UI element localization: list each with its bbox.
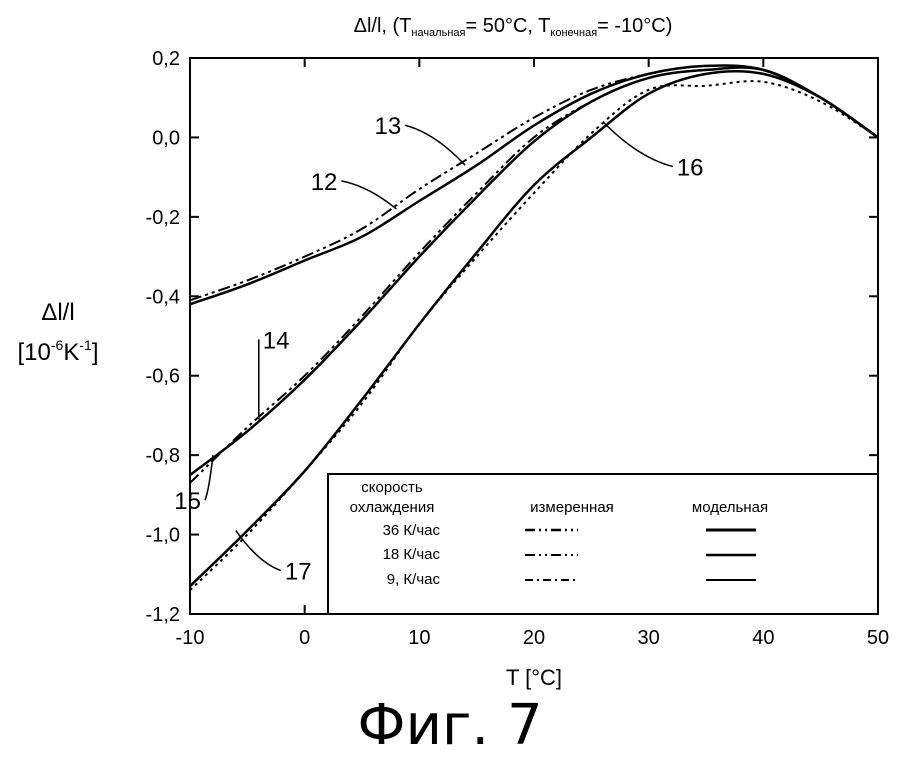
legend-row-label: 18 К/час (383, 546, 441, 563)
y-axis-label-line1: Δl/l (41, 299, 74, 326)
series-line-14 (190, 68, 878, 475)
annotation-label: 14 (263, 327, 290, 354)
annotation-leader (341, 181, 396, 209)
x-tick-label: -10 (176, 627, 205, 649)
y-tick-label: -0,6 (146, 366, 180, 388)
x-axis-label: T [°C] (506, 665, 562, 690)
legend-row-label: 9, К/час (387, 571, 441, 588)
legend-header-rate-line2: охлаждения (350, 499, 435, 516)
annotation-label: 12 (311, 169, 338, 196)
annotation-leader (603, 122, 673, 167)
annotation-label: 13 (374, 113, 401, 140)
legend: скорость охлаждения измеренная модельная… (328, 474, 878, 614)
y-tick-label: 0,0 (152, 127, 180, 149)
annotation-leader (405, 125, 465, 165)
legend-header-rate-line1: скорость (361, 479, 423, 496)
x-tick-label: 40 (752, 627, 774, 649)
annotation-label: 17 (285, 559, 312, 586)
y-axis-label-line2: [10-6K-1] (18, 337, 99, 366)
x-tick-label: 10 (408, 627, 430, 649)
x-tick-label: 20 (523, 627, 545, 649)
y-tick-label: -0,8 (146, 445, 180, 467)
series-line-15 (190, 68, 878, 483)
y-tick-label: -0,4 (146, 286, 180, 308)
y-tick-label: 0,2 (152, 48, 180, 70)
x-tick-label: 50 (867, 627, 889, 649)
legend-row-label: 36 К/час (383, 522, 441, 539)
x-tick-label: 0 (299, 627, 310, 649)
annotation-label: 16 (677, 155, 704, 182)
chart-title: Δl/l, (Tначальная= 50°C, Tконечная= -10°… (354, 15, 673, 39)
y-tick-label: -0,2 (146, 207, 180, 229)
annotation-label: 15 (174, 488, 201, 515)
legend-header-measured: измеренная (530, 499, 614, 516)
x-tick-label: 30 (638, 627, 660, 649)
legend-header-model: модельная (692, 499, 768, 516)
y-tick-label: -1,2 (146, 604, 180, 626)
y-tick-label: -1,0 (146, 525, 180, 547)
figure-caption: Фиг. 7 (0, 690, 900, 762)
